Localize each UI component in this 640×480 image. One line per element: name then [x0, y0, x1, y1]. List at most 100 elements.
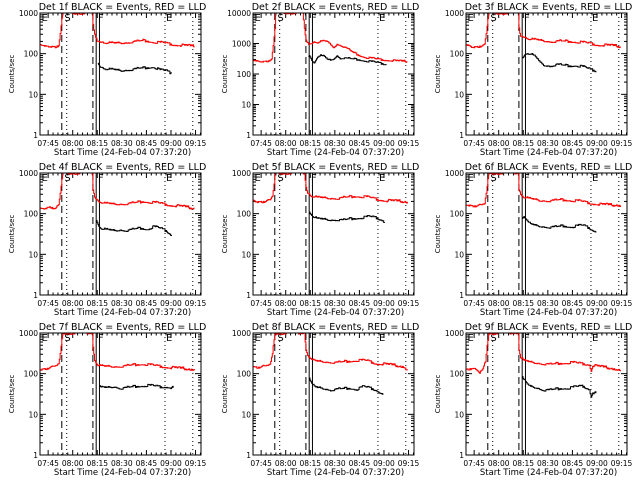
plot-frame	[465, 12, 628, 136]
x-tick-label: 08:45	[562, 459, 584, 468]
lld-series-line	[40, 13, 195, 49]
marker-letter: E	[592, 333, 598, 344]
marker-letter: F	[524, 333, 530, 344]
x-tick-label: 08:30	[324, 459, 346, 468]
plot-frame	[39, 172, 202, 296]
y-tick-label: 10	[28, 250, 38, 259]
x-axis-label: Start Time (24-Feb-04 07:37:20)	[480, 468, 617, 478]
panel-det-7: Det 7f BLACK = Events, RED = LLD Counts/s…	[8, 322, 207, 478]
x-tick-label: 08:15	[512, 299, 534, 308]
x-tick-label: 08:00	[62, 459, 84, 468]
marker-letter: E	[41, 13, 47, 24]
x-tick-label: 08:00	[488, 459, 510, 468]
marker-letter: F	[311, 13, 317, 24]
x-axis-label: Start Time (24-Feb-04 07:37:20)	[480, 308, 617, 318]
marker-letter: E	[467, 333, 473, 344]
series-group	[40, 13, 195, 75]
x-tick-label: 07:45	[463, 459, 485, 468]
marker-letter: S	[64, 13, 70, 24]
x-tick-label: 08:15	[299, 299, 321, 308]
series-group	[40, 333, 195, 390]
x-tick-label: 08:00	[275, 139, 297, 148]
panel-title: Det 2f BLACK = Events, RED = LLD	[252, 2, 420, 13]
marker-letter: F	[524, 13, 530, 24]
x-tick-label: 08:30	[324, 139, 346, 148]
x-tick-label: 07:45	[463, 139, 485, 148]
y-axis-label: Counts/sec	[434, 215, 442, 254]
x-tick-label: 08:00	[62, 299, 84, 308]
x-tick-label: 09:00	[373, 459, 395, 468]
y-tick-label: 1	[246, 451, 251, 460]
y-tick-label: 1000	[445, 329, 464, 338]
events-series-line	[522, 53, 597, 73]
y-tick-label: 1000	[19, 329, 38, 338]
y-axis-label: Counts/sec	[8, 215, 16, 254]
y-tick-label: 1000	[19, 9, 38, 18]
plot-frame	[465, 172, 628, 296]
y-axis-label: Counts/sec	[434, 55, 442, 94]
marker-letter: E	[379, 173, 385, 184]
lld-series-line	[40, 333, 195, 371]
y-tick-label: 10	[241, 250, 251, 259]
y-tick-label: 100	[24, 210, 39, 219]
y-tick-label: 10	[241, 101, 251, 110]
x-tick-label: 07:45	[250, 139, 272, 148]
x-tick-label: 09:15	[185, 139, 207, 148]
x-tick-label: 08:30	[111, 459, 133, 468]
marker-letter: F	[98, 173, 104, 184]
y-tick-label: 10	[28, 90, 38, 99]
x-tick-label: 09:00	[373, 139, 395, 148]
x-tick-label: 08:00	[275, 299, 297, 308]
x-tick-label: 08:15	[299, 459, 321, 468]
y-axis-label: Counts/sec	[221, 215, 229, 254]
y-axis-label: Counts/sec	[8, 375, 16, 414]
x-tick-label: 08:15	[299, 139, 321, 148]
x-tick-label: 07:45	[37, 459, 59, 468]
y-axis-label: Counts/sec	[434, 375, 442, 414]
series-group	[466, 13, 621, 73]
events-series-line	[309, 377, 384, 395]
x-tick-label: 08:45	[349, 459, 371, 468]
x-tick-label: 09:15	[185, 299, 207, 308]
marker-letter: F	[524, 173, 530, 184]
marker-letter: S	[64, 333, 70, 344]
panel-det-2: Det 2f BLACK = Events, RED = LLD Counts/s…	[221, 2, 420, 158]
x-axis-label: Start Time (24-Feb-04 07:37:20)	[267, 468, 404, 478]
marker-letter: E	[592, 173, 598, 184]
marker-letter: E	[166, 333, 172, 344]
marker-letter: F	[311, 333, 317, 344]
x-tick-label: 08:45	[562, 299, 584, 308]
series-group	[466, 333, 621, 398]
y-tick-label: 100	[450, 370, 465, 379]
x-tick-label: 09:00	[160, 459, 182, 468]
panel-title: Det 7f BLACK = Events, RED = LLD	[39, 322, 207, 333]
marker-letter: E	[254, 13, 260, 24]
x-tick-label: 07:45	[37, 139, 59, 148]
marker-letter: E	[467, 173, 473, 184]
x-tick-label: 08:30	[537, 139, 559, 148]
plot-frame	[39, 12, 202, 136]
lld-series-line	[466, 13, 621, 49]
plot-frame	[252, 172, 415, 296]
series-group	[253, 13, 408, 66]
x-tick-label: 08:00	[488, 299, 510, 308]
x-tick-label: 07:45	[463, 299, 485, 308]
x-tick-label: 08:15	[512, 139, 534, 148]
panel-title: Det 3f BLACK = Events, RED = LLD	[465, 2, 633, 13]
y-tick-label: 1	[459, 291, 464, 300]
lld-series-line	[466, 173, 621, 208]
marker-letter: S	[277, 13, 283, 24]
y-tick-label: 1000	[19, 169, 38, 178]
panel-title: Det 5f BLACK = Events, RED = LLD	[252, 162, 420, 173]
marker-letter: F	[311, 173, 317, 184]
y-tick-label: 1	[459, 451, 464, 460]
marker-letter: F	[98, 13, 104, 24]
x-tick-label: 07:45	[37, 299, 59, 308]
y-tick-label: 1	[459, 131, 464, 140]
x-tick-label: 08:30	[324, 299, 346, 308]
series-group	[253, 173, 408, 223]
y-tick-label: 1000	[232, 329, 251, 338]
y-tick-label: 1000	[232, 40, 251, 49]
marker-letter: E	[254, 173, 260, 184]
